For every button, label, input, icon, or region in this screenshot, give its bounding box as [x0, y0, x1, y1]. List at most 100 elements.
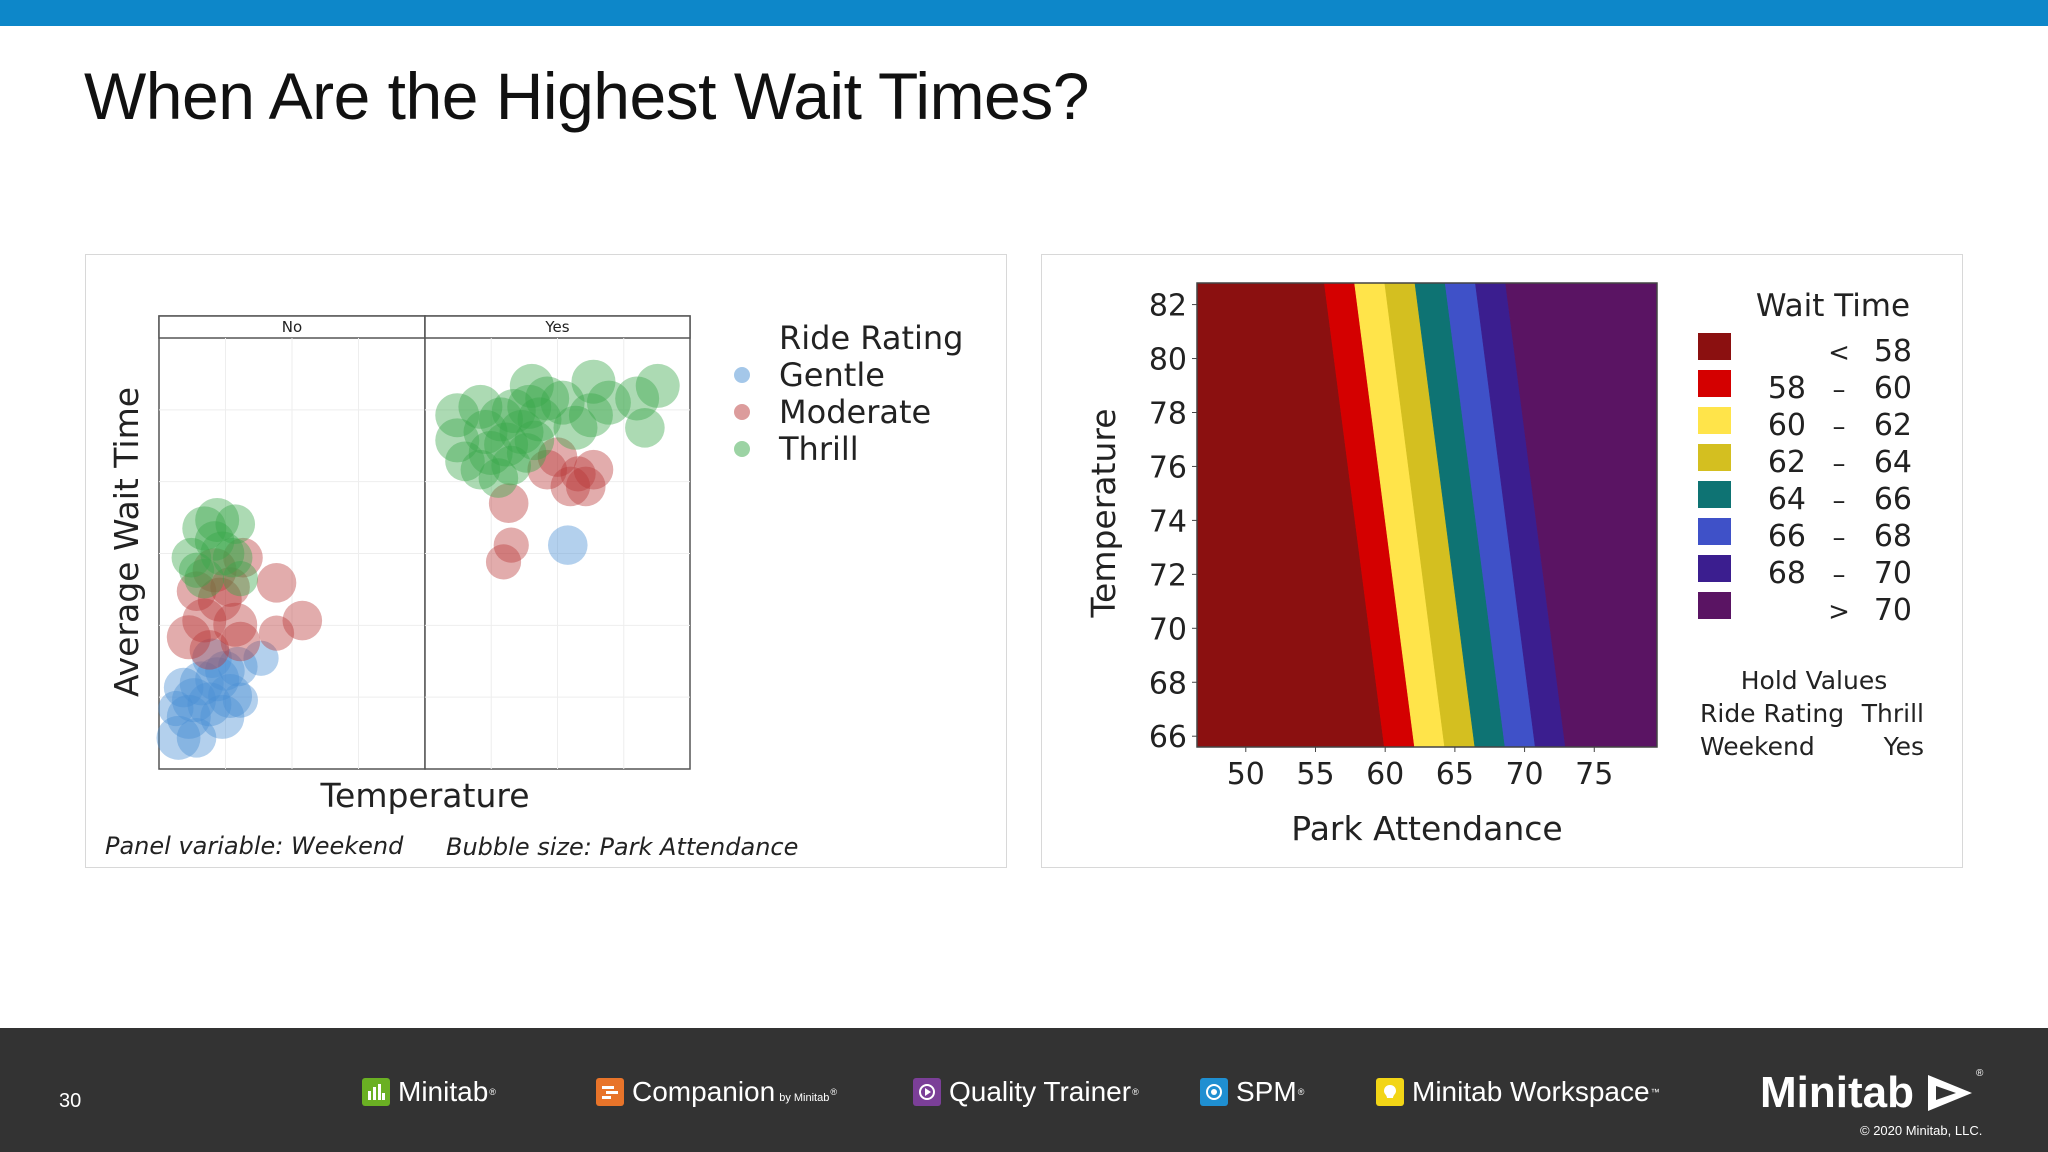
minitab-logo-icon — [1927, 1075, 1972, 1111]
bubble-gentle — [218, 646, 258, 687]
bubble-thrill — [635, 363, 680, 408]
legend-high: 68 — [1874, 519, 1912, 554]
bubble-thrill — [178, 552, 215, 588]
x-tick-label: 70 — [1505, 757, 1543, 792]
bubble-thrill — [553, 405, 598, 450]
bubble-thrill — [517, 397, 562, 442]
legend-label: Gentle — [779, 356, 885, 394]
bubble-thrill — [586, 380, 631, 425]
bubble-chart-panel: No Yes Temperature Average Wait Time Ride Ra… — [85, 254, 1007, 868]
bubble-moderate — [485, 544, 522, 580]
bubble-gentle — [243, 640, 279, 676]
bubble-gentle — [163, 667, 204, 708]
legend-op: – — [1833, 523, 1846, 553]
footer-bar — [0, 1028, 2048, 1152]
bubble-thrill — [171, 537, 212, 578]
bubble-gentle — [192, 638, 232, 679]
x-tick-label: 75 — [1575, 757, 1613, 792]
bubble-gentle — [222, 682, 258, 718]
bubble-thrill — [222, 561, 258, 597]
bubble-moderate — [166, 615, 211, 660]
legend-marker-moderate — [734, 404, 750, 420]
legend-high: 60 — [1874, 371, 1912, 406]
copyright-text: © 2020 Minitab, LLC. — [1860, 1123, 1983, 1138]
brand-logo: Minitab ® — [1760, 1068, 1984, 1117]
legend-low: 60 — [1768, 408, 1806, 443]
bubble-thrill — [615, 376, 660, 421]
bubble-thrill — [509, 363, 554, 408]
legend-swatch — [1698, 592, 1731, 619]
legend-swatch — [1698, 370, 1731, 397]
bubble-thrill — [478, 397, 523, 442]
y-tick-label: 74 — [1149, 504, 1187, 539]
y-tick-label: 78 — [1149, 396, 1187, 431]
hold-value-name: Ride Rating — [1700, 699, 1844, 728]
legend-label: Moderate — [779, 393, 931, 431]
legend-swatch — [1698, 518, 1731, 545]
bubble-gentle — [547, 525, 588, 565]
bubble-gentle — [208, 673, 253, 718]
legend-low: 58 — [1768, 371, 1806, 406]
product-minitab: Minitab ® — [362, 1076, 496, 1108]
bubble-gentle — [158, 690, 194, 727]
legend-low: 62 — [1768, 445, 1806, 480]
legend-op: – — [1833, 375, 1846, 405]
bubble-gentle — [205, 651, 245, 691]
x-tick-label: 65 — [1436, 757, 1474, 792]
bubble-moderate — [220, 621, 261, 662]
bubble-moderate — [210, 567, 250, 607]
bubble-gentle — [179, 661, 224, 706]
bubble-gentle — [156, 715, 201, 760]
bubble-thrill — [195, 497, 240, 542]
bubble-thrill — [458, 384, 503, 429]
bubble-moderate — [488, 483, 529, 524]
bubble-moderate — [565, 466, 606, 507]
panel-strip-label: Yes — [544, 318, 569, 336]
bubble-moderate — [537, 437, 578, 477]
legend-op: – — [1833, 560, 1846, 590]
bubble-thrill — [200, 531, 245, 576]
panel-variable-note: Panel variable: Weekend — [105, 832, 404, 860]
bubble-moderate — [182, 598, 227, 643]
legend-swatch — [1698, 333, 1731, 360]
panel-strip-label: No — [282, 318, 302, 336]
bubble-thrill — [184, 558, 225, 599]
product-spm: SPM ® — [1200, 1076, 1304, 1108]
y-tick-label: 82 — [1149, 289, 1187, 324]
bubble-thrill — [194, 521, 235, 561]
bubble-moderate — [258, 615, 295, 651]
product-label: SPM — [1236, 1076, 1297, 1107]
bubble-thrill — [540, 380, 585, 425]
legend-low: 64 — [1768, 482, 1806, 517]
hold-value-name: Weekend — [1700, 732, 1815, 761]
legend-marker-thrill — [734, 441, 750, 457]
bubble-thrill — [215, 504, 256, 544]
legend-op: – — [1833, 412, 1846, 442]
bubble-gentle — [166, 694, 211, 739]
legend-marker-gentle — [734, 367, 750, 383]
product-label: Minitab — [398, 1076, 489, 1107]
bubble-thrill — [435, 393, 480, 438]
legend-op: – — [1833, 486, 1846, 516]
legend-title: Ride Rating — [779, 319, 963, 357]
bubble-gentle — [195, 657, 240, 702]
x-axis-label: Park Attendance — [1291, 809, 1562, 848]
bubble-thrill — [460, 449, 501, 490]
legend-high: 66 — [1874, 482, 1912, 517]
x-axis-label: Temperature — [319, 776, 529, 815]
legend-swatch — [1698, 481, 1731, 508]
x-tick-label: 55 — [1296, 757, 1334, 792]
contour-chart-panel: 66 68 70 72 74 76 78 80 82 50 55 60 65 70 75 Park Atten… — [1041, 254, 1963, 868]
top-accent-bar — [0, 0, 2048, 26]
bubble-thrill — [514, 420, 555, 461]
bubble-moderate — [223, 537, 263, 578]
hold-values-title: Hold Values — [1741, 666, 1888, 695]
bubble-thrill — [491, 445, 532, 486]
x-tick-label: 60 — [1366, 757, 1404, 792]
bubble-moderate — [550, 466, 591, 507]
y-tick-label: 70 — [1149, 612, 1187, 647]
legend-high: 70 — [1874, 593, 1912, 628]
spm-icon — [1200, 1078, 1228, 1106]
legend-high: 64 — [1874, 445, 1912, 480]
